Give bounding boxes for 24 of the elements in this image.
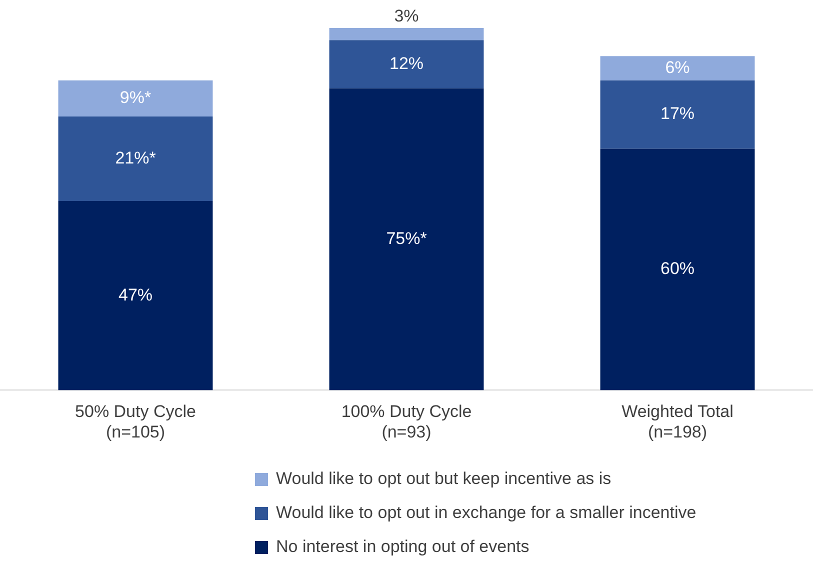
data-label: 12%: [389, 54, 424, 73]
legend-label: Would like to opt out in exchange for a smaller incentive: [276, 503, 696, 523]
bar: [329, 88, 484, 390]
data-label: 21%*: [115, 148, 156, 168]
x-tick-label: 50% Duty Cycle (n=105): [75, 402, 196, 442]
bar: [600, 80, 755, 149]
data-label: 75%*: [386, 228, 428, 248]
data-label: 9%*: [120, 88, 152, 108]
bar: [329, 40, 484, 88]
data-label: 6%: [665, 58, 690, 77]
data-label: 3%: [394, 6, 419, 26]
x-tick-label: 100% Duty Cycle (n=93): [341, 402, 472, 442]
data-label: 47%: [118, 285, 153, 304]
bar: [58, 116, 213, 202]
data-label: 60%: [660, 259, 695, 278]
x-tick-label: Weighted Total (n=198): [622, 402, 734, 442]
bar: [600, 56, 755, 80]
data-label: 17%: [660, 104, 695, 124]
bar: [329, 28, 484, 40]
bar: [600, 148, 755, 390]
bar: [58, 201, 213, 390]
legend-label: Would like to opt out but keep incentive as is: [276, 469, 612, 489]
legend-label: No interest in opting out of events: [276, 537, 530, 557]
bar: [58, 80, 213, 117]
